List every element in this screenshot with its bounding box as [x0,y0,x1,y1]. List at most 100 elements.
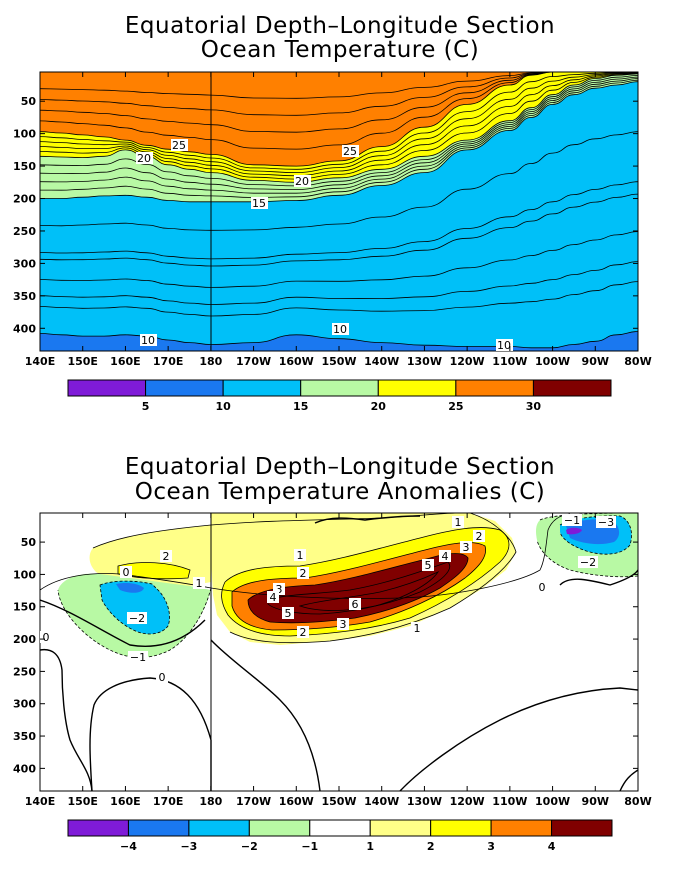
x-tick-label: 160E [110,795,140,808]
x-tick-label: 150W [321,795,356,808]
clabel: 4 [442,550,449,563]
clabel: 10 [497,339,511,352]
clabel: 5 [425,559,432,572]
isotherm-line [40,73,638,183]
y-tick-label: 250 [13,225,36,238]
isotherm-line [40,76,638,191]
isotherm-line [40,72,638,116]
y-tick-label: 250 [13,665,36,678]
colorbar-swatch [188,819,250,837]
y-tick-label: 50 [21,95,37,108]
x-tick-label: 140E [25,795,55,808]
x-tick-label: 80W [624,355,651,368]
isotherm-lines [40,72,638,349]
chart1-plot [40,72,638,351]
x-tick-label: 170E [153,355,183,368]
anomaly-contours [40,513,638,791]
colorbar-swatch [222,379,302,397]
x-tick-label: 160W [279,795,314,808]
x-tick-label: 80W [624,795,651,808]
colorbar-swatch [369,819,432,837]
colorbar-label: 10 [215,400,231,413]
clabel: 5 [285,607,292,620]
colorbar-label: −2 [241,840,258,853]
isotherm-line [40,75,638,187]
isotherm-line [40,331,638,349]
x-tick-label: 180 [199,355,222,368]
isotherm-line [40,72,638,170]
chart1-subtitle: Ocean Temperature (C) [200,37,480,63]
x-tick-label: 110W [492,795,527,808]
colorbar-label: 2 [427,840,435,853]
isotherm-line [40,79,638,198]
clabel: 4 [270,591,277,604]
colorbar-swatch [248,819,311,837]
x-tick-label: 130W [407,355,442,368]
clabel: −1 [564,514,580,527]
clabel: 0 [123,566,130,579]
clabel: 25 [172,139,186,152]
colorbar-swatch [455,379,534,397]
colorbar-swatch [551,819,613,837]
colorbar-label: 15 [293,400,308,413]
fill-anom-pos2-west [118,562,190,579]
clabel: −3 [598,516,614,529]
x-tick-label: 170W [236,795,271,808]
chart1-contour-labels: 25 20 25 20 15 10 10 10 [136,139,513,352]
colorbar-label: 25 [448,400,463,413]
y-tick-label: 350 [13,290,36,303]
x-tick-label: 100W [535,795,570,808]
colorbar-label: −4 [120,840,137,853]
clabel: 3 [276,583,283,596]
colorbar-swatch [532,379,612,397]
fill-anom-neg3-west [116,583,144,593]
y-tick-label: 200 [13,193,36,206]
isotherm-line [40,131,638,231]
colorbar-swatch [309,819,371,837]
clabel: 2 [300,626,307,639]
colorbars: 5 10 15 20 25 30−4 −3 −2 −1 1 2 3 4 [67,379,613,853]
y-tick-label: 350 [13,730,36,743]
colorbar-label: 3 [487,840,495,853]
x-tick-label: 120W [450,355,485,368]
colorbar-swatch [67,379,147,397]
clabel: 10 [333,323,347,336]
x-tick-label: 140E [25,355,55,368]
clabel: 6 [352,598,359,611]
clabel: 20 [295,175,309,188]
y-tick-label: 300 [13,698,36,711]
axes: 140E 150E 160E 170E 180 170W 160W 150W 140W 130W 1… [13,72,652,808]
colorbar-label: 20 [371,400,387,413]
isotherm-line [40,78,638,194]
isotherm-line [40,193,638,267]
y-tick-label: 50 [21,536,37,549]
clabel: 1 [297,549,304,562]
x-tick-label: 110W [492,355,527,368]
x-tick-label: 120W [450,795,485,808]
chart2-subtitle: Ocean Temperature Anomalies (C) [134,479,546,505]
isotherm-line [40,72,638,133]
x-tick-label: 100W [535,355,570,368]
y-tick-label: 300 [13,257,36,270]
chart1-title: Equatorial Depth–Longitude Section [124,13,556,39]
clabel: 3 [340,618,347,631]
colorbar-swatch [490,819,553,837]
isotherm-line [40,231,638,288]
clabel: 10 [141,334,155,347]
x-tick-label: 90W [582,795,609,808]
clabel: −2 [129,612,145,625]
clabel: 15 [252,197,266,210]
clabel: 1 [455,516,462,529]
y-tick-label: 200 [13,633,36,646]
clabel: −1 [130,651,146,664]
chart2-title: Equatorial Depth–Longitude Section [124,454,556,480]
colorbar-swatch [377,379,457,397]
x-tick-label: 150W [321,355,356,368]
fill-anom-neg2-west [100,581,170,634]
y-tick-label: 100 [13,568,36,581]
colorbar-label: −1 [301,840,318,853]
x-tick-label: 140W [364,795,399,808]
clabel: 2 [163,550,170,563]
colorbar-swatch [67,819,129,837]
